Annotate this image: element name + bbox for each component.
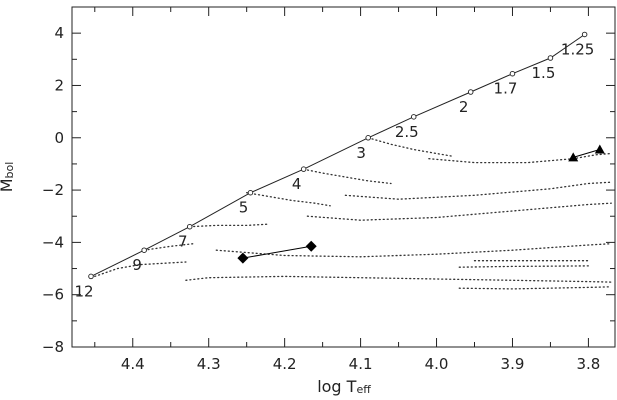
plot-frame <box>71 6 616 348</box>
triangle-segment-line-2 <box>573 149 600 158</box>
evolution-track-4 <box>458 265 590 268</box>
main-sequence-point-10 <box>547 55 554 61</box>
main-sequence-point-1 <box>88 273 94 280</box>
y-tick-label-2: −6 <box>42 286 64 304</box>
x-tick-label-1: 4.4 <box>121 355 145 373</box>
y-tick-label-7: 4 <box>54 24 64 42</box>
diamond-segment-line-1 <box>242 245 312 259</box>
x-tick-label-7: 3.8 <box>576 355 600 373</box>
evolution-track-1 <box>94 261 187 278</box>
x-axis-ticks: 4.4 4.3 4.2 4.1 4.0 3.9 3.8 <box>94 7 600 373</box>
evolution-track-14 <box>428 152 612 164</box>
main-sequence-line <box>90 34 585 277</box>
x-tick-label-5: 4.0 <box>425 355 449 373</box>
marker-segments <box>237 144 605 264</box>
x-tick-label-6: 3.9 <box>501 355 525 373</box>
evolution-track-6 <box>143 243 195 251</box>
y-axis-ticks: −8 −6 −4 −2 0 2 4 <box>42 6 615 356</box>
y-tick-label-3: −4 <box>42 233 64 251</box>
mass-label-2: 9 <box>132 256 142 274</box>
evolution-track-8 <box>189 223 271 228</box>
mass-label-9: 1.7 <box>494 80 518 98</box>
x-tick-label-4: 4.1 <box>349 355 373 373</box>
mass-label-1: 12 <box>74 282 93 300</box>
main-sequence-point-9 <box>509 70 516 77</box>
mass-label-11: 1.25 <box>561 40 594 58</box>
mass-label-4: 5 <box>239 199 249 217</box>
y-axis-title: Mbol <box>0 162 16 193</box>
evolution-tracks <box>94 137 612 290</box>
y-tick-label-5: 0 <box>54 129 64 147</box>
mass-label-7: 2.5 <box>395 123 419 141</box>
y-tick-label-1: −8 <box>42 338 64 356</box>
mass-label-5: 4 <box>292 175 302 193</box>
main-sequence-point-7 <box>410 114 417 120</box>
main-sequence-point-4 <box>247 189 254 196</box>
main-sequence-point-11 <box>581 31 588 38</box>
mass-label-3: 7 <box>178 233 188 251</box>
y-tick-label-4: −2 <box>42 181 64 199</box>
x-axis-title: log Teff <box>317 377 371 396</box>
main-sequence-point-6 <box>365 135 371 141</box>
main-sequence-point-3 <box>186 223 193 230</box>
y-tick-label-6: 2 <box>54 76 64 94</box>
main-sequence-point-5 <box>300 166 307 172</box>
evolution-track-11 <box>302 168 392 185</box>
evolution-track-3 <box>458 286 612 290</box>
main-sequence <box>88 31 588 280</box>
diamond-marker-1-1 <box>237 252 249 264</box>
evolution-track-13 <box>367 137 453 157</box>
mass-label-8: 2 <box>459 98 469 116</box>
diamond-marker-1-2 <box>305 240 317 252</box>
evolution-track-9 <box>246 192 331 207</box>
evolution-track-12 <box>344 181 612 200</box>
main-sequence-point-8 <box>467 89 474 95</box>
x-tick-label-2: 4.3 <box>197 355 221 373</box>
mass-labels: 12 9 7 5 4 3 2.5 2 1.7 1.5 1.25 <box>74 40 594 300</box>
triangle-marker-2-2 <box>594 144 605 154</box>
evolution-track-2 <box>185 275 612 283</box>
mass-label-10: 1.5 <box>532 64 556 82</box>
x-tick-label-3: 4.2 <box>273 355 297 373</box>
mass-label-6: 3 <box>356 144 366 162</box>
triangle-marker-2-1 <box>568 152 579 162</box>
evolution-track-7 <box>215 243 612 258</box>
main-sequence-point-2 <box>141 247 147 253</box>
evolution-track-10 <box>306 202 612 221</box>
